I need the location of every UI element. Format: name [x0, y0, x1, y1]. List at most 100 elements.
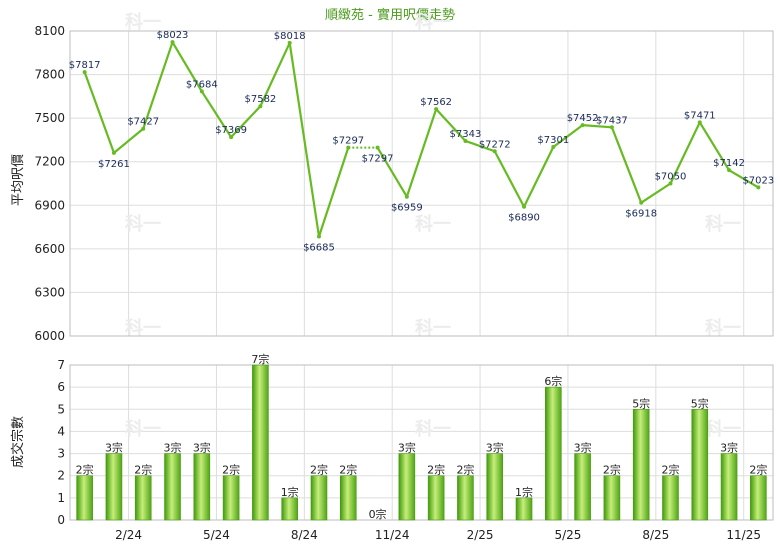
- price-data-label: $7452: [567, 113, 599, 124]
- price-line-segment: [376, 147, 408, 198]
- chart-title: 順緻苑 - 實用呎價走勢: [325, 7, 455, 23]
- price-y-tick-label: 8100: [34, 24, 65, 38]
- watermark-text: 科一: [705, 317, 741, 339]
- price-point: [756, 185, 761, 190]
- price-data-label: $8023: [157, 30, 189, 41]
- count-bar: [691, 408, 709, 521]
- x-tick-label: 11/24: [375, 528, 410, 542]
- count-bar: [486, 453, 504, 521]
- price-line-segment: [230, 105, 262, 138]
- count-bar-label: 5宗: [632, 396, 650, 410]
- x-tick-label: 5/24: [203, 528, 230, 542]
- count-bar: [310, 475, 328, 521]
- price-point: [287, 40, 292, 45]
- price-data-label: $6890: [508, 213, 540, 224]
- price-y-tick-label: 6000: [34, 329, 65, 343]
- count-bar: [750, 475, 767, 521]
- price-line-segment: [171, 41, 203, 92]
- price-data-label: $7261: [98, 159, 130, 170]
- count-bar-label: 3宗: [398, 441, 416, 455]
- y-axis-title-price: 平均呎價: [11, 154, 26, 206]
- count-bar-label: 2宗: [661, 463, 679, 477]
- price-line-segment: [523, 146, 555, 208]
- count-y-tick-label: 4: [57, 424, 65, 438]
- price-y-tick-label: 7200: [34, 155, 65, 169]
- x-tick-label: 2/24: [115, 528, 142, 542]
- price-line-segment: [552, 124, 584, 148]
- price-data-label: $6918: [625, 209, 657, 220]
- count-y-tick-label: 2: [57, 469, 65, 483]
- price-point: [111, 150, 116, 155]
- price-y-tick-label: 7500: [34, 111, 65, 125]
- price-point: [82, 70, 87, 75]
- count-bar: [603, 475, 621, 521]
- count-bar-label: 1宗: [281, 485, 299, 499]
- watermark-text: 科一: [125, 317, 161, 339]
- y-axis-title-count: 成交宗數: [10, 416, 26, 468]
- count-bar-label: 6宗: [544, 374, 562, 388]
- price-data-label: $7023: [742, 175, 774, 186]
- price-point: [434, 107, 439, 112]
- count-bar: [193, 453, 211, 521]
- price-point: [580, 123, 585, 128]
- price-data-label: $7050: [655, 172, 687, 183]
- price-line-segment: [405, 108, 438, 198]
- price-line-segment: [317, 147, 350, 237]
- price-line-segment: [288, 42, 321, 237]
- count-bar: [545, 386, 562, 521]
- x-tick-label: 8/24: [291, 528, 318, 542]
- count-y-tick-label: 6: [57, 380, 65, 394]
- price-data-label: $7301: [537, 135, 569, 146]
- count-bar: [76, 475, 93, 521]
- price-point: [609, 125, 614, 130]
- price-line-segment: [83, 71, 115, 154]
- price-point: [404, 194, 409, 199]
- price-point: [668, 181, 673, 186]
- price-plot-frame: [69, 30, 774, 337]
- price-point: [463, 138, 468, 143]
- watermark-text: 科一: [415, 317, 451, 339]
- count-bar-label: 2宗: [427, 463, 445, 477]
- price-point: [141, 126, 146, 131]
- count-bar: [720, 453, 738, 521]
- count-y-tick-label: 1: [57, 491, 65, 505]
- price-point: [697, 120, 702, 125]
- count-bar-label: 3宗: [486, 441, 504, 455]
- price-data-label: $7562: [420, 97, 452, 108]
- watermark-text: 科一: [125, 418, 161, 440]
- price-point: [522, 204, 527, 209]
- count-bar-label: 3宗: [105, 441, 123, 455]
- price-data-label: $7297: [332, 136, 364, 147]
- x-tick-label: 2/25: [467, 528, 494, 542]
- price-data-label: $7684: [186, 79, 218, 90]
- count-bar-label: 2宗: [76, 463, 94, 477]
- watermark-text: 科一: [705, 418, 741, 440]
- price-data-label: $7427: [127, 117, 159, 128]
- price-y-tick-label: 6300: [34, 285, 65, 299]
- price-data-label: $7272: [479, 139, 511, 150]
- price-line-segment: [669, 121, 701, 184]
- price-data-label: $7369: [215, 125, 247, 136]
- price-point: [346, 145, 351, 150]
- price-line-segment: [200, 90, 233, 138]
- count-bar-label: 5宗: [691, 396, 709, 410]
- price-point: [229, 135, 234, 140]
- x-tick-label: 11/25: [726, 528, 761, 542]
- count-bar-label: 2宗: [134, 463, 152, 477]
- count-bar-label: 3宗: [193, 441, 211, 455]
- price-point: [199, 89, 204, 94]
- watermark-text: 科一: [125, 11, 161, 33]
- count-bar-label: 3宗: [574, 441, 592, 455]
- count-bar-label: 2宗: [339, 463, 357, 477]
- count-bar: [398, 453, 416, 521]
- count-bar-label: 3宗: [164, 441, 182, 455]
- price-line-segment: [582, 124, 612, 129]
- count-bar: [281, 497, 298, 521]
- count-bar: [515, 497, 533, 521]
- count-bar: [574, 453, 591, 521]
- count-y-tick-label: 7: [57, 358, 65, 372]
- price-line-segment: [113, 127, 144, 154]
- count-bar-label: 2宗: [222, 463, 240, 477]
- price-data-label: $6959: [391, 203, 423, 214]
- price-line-segment: [142, 41, 174, 130]
